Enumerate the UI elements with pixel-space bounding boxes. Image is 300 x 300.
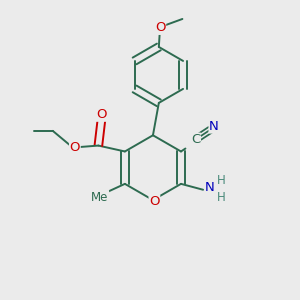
Text: H: H <box>217 191 226 205</box>
Text: Me: Me <box>91 190 109 204</box>
Text: O: O <box>70 141 80 154</box>
Text: N: N <box>205 181 214 194</box>
Text: C: C <box>191 133 200 146</box>
Text: H: H <box>217 174 226 187</box>
Text: O: O <box>96 108 106 121</box>
Text: N: N <box>209 120 219 133</box>
Text: O: O <box>155 21 166 34</box>
Text: O: O <box>149 195 160 208</box>
